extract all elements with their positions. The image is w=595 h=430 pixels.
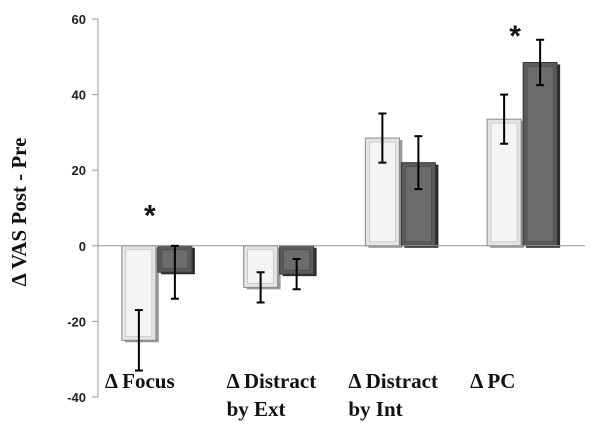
y-tick-label: -40 (67, 390, 86, 405)
category-label-line: by Int (348, 397, 402, 421)
y-tick-label: 40 (72, 88, 86, 103)
category-label-line: Δ Distract (227, 369, 317, 393)
category-label-line: Δ PC (470, 369, 515, 393)
y-tick-label: 0 (79, 239, 86, 254)
y-tick-label: 20 (72, 163, 86, 178)
bars-layer (121, 61, 561, 343)
category-label-line: Δ Focus (105, 369, 175, 393)
y-tick-label: 60 (72, 12, 86, 27)
significance-star: * (144, 199, 156, 232)
category-label: Δ Distract by Ext (227, 369, 317, 421)
category-label: Δ PC (470, 369, 515, 393)
category-label-line: Δ Distract (348, 369, 438, 393)
significance-markers: ** (144, 20, 521, 233)
y-tick-label: -20 (67, 314, 86, 329)
category-label: Δ Distract by Int (348, 369, 438, 421)
bar-face (526, 66, 554, 243)
error-bars (134, 38, 545, 372)
category-label: Δ Focus (105, 369, 175, 393)
y-ticks: 60 40 20 0 -20 -40 (67, 12, 98, 405)
y-axis-label: Δ VAS Post - Pre (7, 138, 31, 287)
significance-star: * (509, 20, 521, 53)
category-label-line: by Ext (227, 397, 286, 421)
